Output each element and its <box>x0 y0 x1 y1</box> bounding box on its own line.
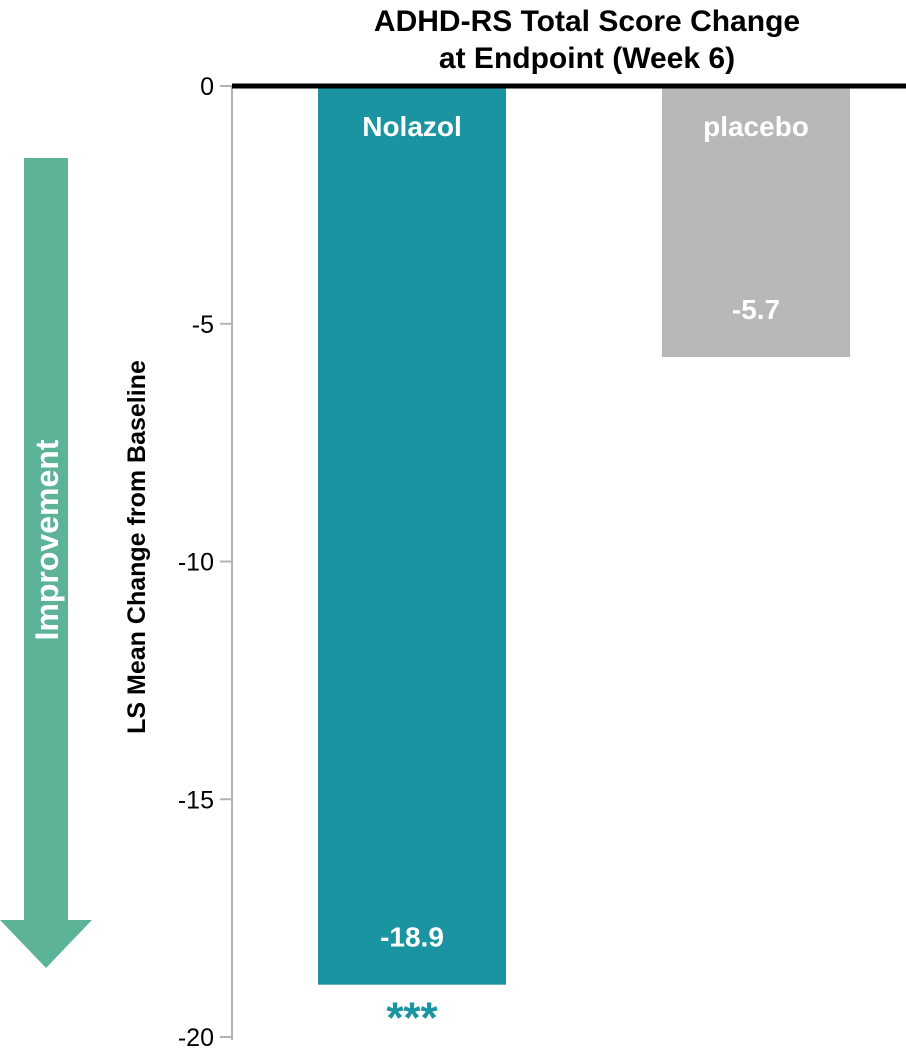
significance-marker: *** <box>386 994 438 1043</box>
bar-nolazol <box>318 86 506 985</box>
chart-title-line-2: at Endpoint (Week 6) <box>439 42 735 75</box>
chart-title-line-1: ADHD-RS Total Score Change <box>374 5 800 38</box>
bar-category-label: Nolazol <box>362 111 462 142</box>
y-tick-label: -20 <box>178 1024 214 1052</box>
y-axis-ticks: 0 -5 -10 -15 -20 <box>178 73 232 1052</box>
y-tick-label: -5 <box>192 311 214 339</box>
bar-value-label: -5.7 <box>732 294 780 325</box>
bar-placebo <box>662 86 850 358</box>
improvement-arrow-shaft <box>24 158 68 920</box>
bar-value-label: -18.9 <box>380 922 444 953</box>
y-tick-label: -15 <box>178 786 214 814</box>
improvement-arrow: Improvement <box>0 158 92 968</box>
bar-category-label: placebo <box>703 111 809 142</box>
improvement-label: Improvement <box>29 439 65 640</box>
bars: Nolazol -18.9 *** placebo -5.7 <box>318 86 850 1043</box>
improvement-arrow-head <box>0 920 92 968</box>
y-tick-label: 0 <box>200 73 214 101</box>
y-tick-label: -10 <box>178 549 214 577</box>
y-axis-label: LS Mean Change from Baseline <box>123 360 151 734</box>
